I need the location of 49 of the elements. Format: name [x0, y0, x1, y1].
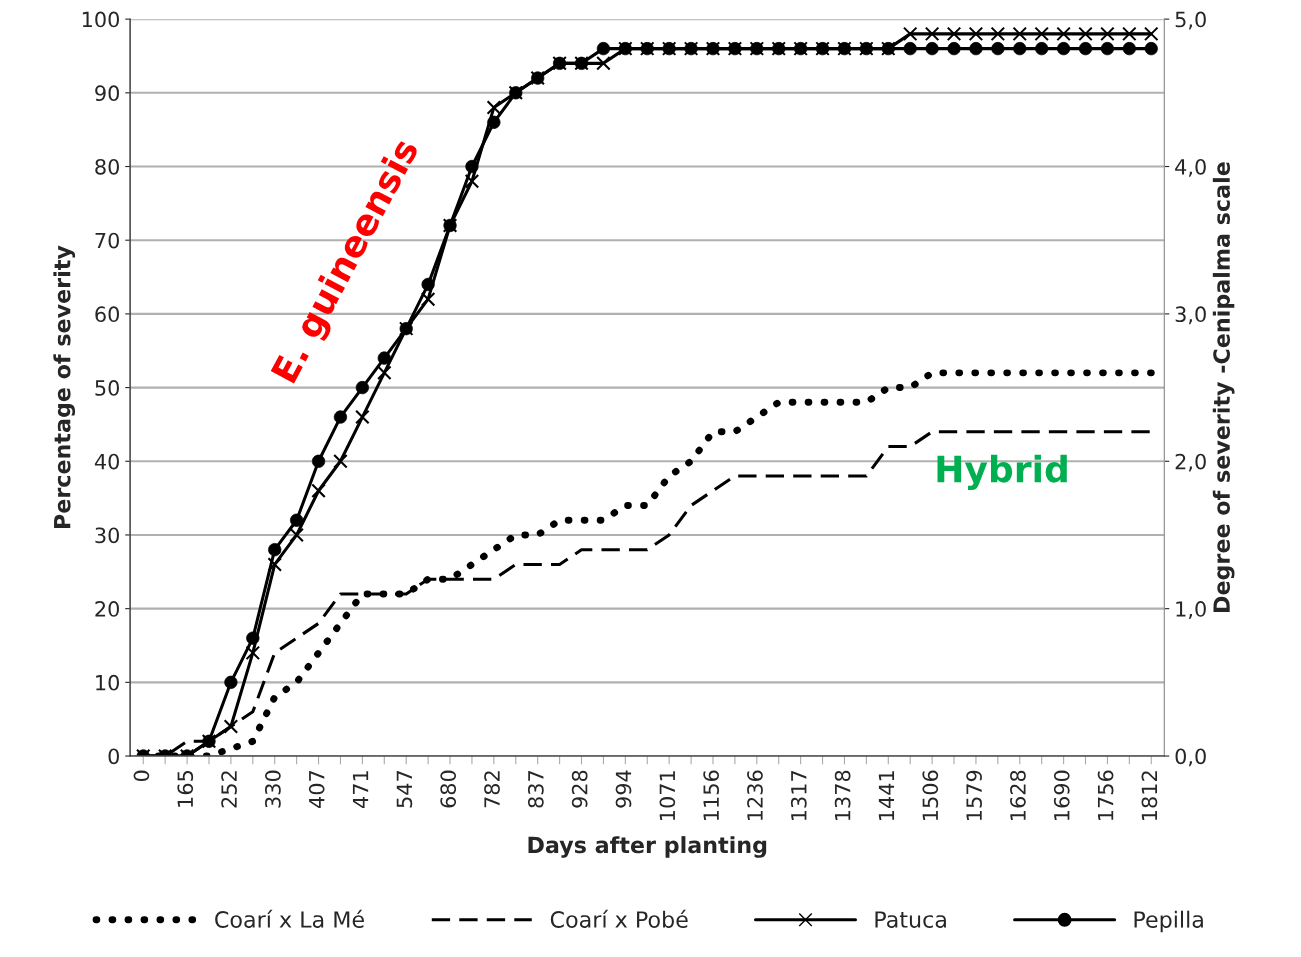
x-tick-label: 1628 [1010, 770, 1026, 820]
legend-label: Coarí x La Mé [215, 909, 364, 928]
y-tick-label: 40 [94, 453, 119, 470]
y2-axis-title: Degree of severity -Cenipalma scale [1212, 162, 1235, 612]
y-tick-label: 30 [95, 527, 119, 544]
y-tick-label: 50 [95, 380, 119, 396]
y-tick-label: 20 [95, 601, 119, 617]
y2-tick-label: 2,0 [1175, 453, 1206, 472]
x-tick-label: 1156 [703, 770, 720, 820]
x-axis-title: Days after planting [528, 836, 767, 858]
x-tick-label: 1378 [834, 770, 851, 820]
x-tick-label: 1506 [922, 770, 939, 820]
y-axis-title: Percentage of severity [53, 245, 76, 529]
x-tick-label: 1441 [878, 771, 895, 820]
y2-tick-label: 3,0 [1175, 306, 1206, 325]
y-tick-label: 80 [95, 158, 119, 175]
legend-label: Pepilla [1134, 910, 1203, 933]
y-tick-label: 90 [95, 85, 119, 102]
y2-tick-label: 5,0 [1175, 11, 1206, 30]
x-tick-label: 471 [352, 771, 369, 808]
y2-tick-label: 4,0 [1175, 158, 1206, 177]
legend-label: Coarí x Pobé [550, 909, 688, 928]
x-tick-label: 407 [308, 771, 325, 808]
x-tick-label: 1071 [659, 771, 676, 820]
x-tick-label: 0 [133, 770, 150, 782]
x-tick-label: 1236 [747, 770, 763, 820]
x-tick-label: 680 [440, 770, 457, 808]
x-tick-label: 928 [571, 770, 588, 808]
y2-tick-label: 0,0 [1175, 748, 1206, 767]
x-tick-label: 1756 [1097, 770, 1114, 820]
y-tick-label: 0 [108, 748, 119, 765]
y-tick-label: 100 [82, 11, 119, 28]
y-tick-label: 60 [95, 306, 119, 323]
x-tick-label: 1579 [966, 770, 982, 820]
x-tick-label: 1690 [1053, 770, 1070, 820]
x-tick-label: 547 [396, 771, 413, 808]
y-tick-label: 70 [95, 232, 119, 249]
x-tick-label: 330 [265, 770, 281, 808]
x-tick-label: 165 [177, 771, 194, 807]
annotation: Hybrid [937, 454, 1067, 490]
x-tick-label: 1812 [1141, 771, 1158, 820]
x-tick-label: 837 [527, 771, 544, 808]
x-tick-label: 994 [615, 770, 632, 808]
x-tick-label: 252 [221, 771, 237, 808]
y-tick-label: 10 [96, 674, 119, 691]
x-tick-label: 782 [484, 771, 500, 808]
y2-tick-label: 1,0 [1176, 601, 1206, 619]
legend-label: Patuca [875, 911, 946, 928]
x-tick-label: 1317 [790, 771, 807, 820]
